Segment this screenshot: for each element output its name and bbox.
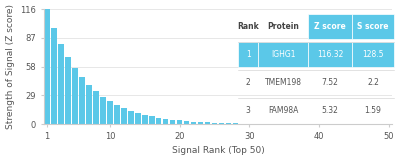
Text: Z score: Z score: [314, 22, 346, 31]
Bar: [177, 120, 182, 124]
Text: 1: 1: [246, 50, 250, 59]
Text: FAM98A: FAM98A: [268, 106, 298, 115]
Text: Protein: Protein: [267, 22, 299, 31]
Bar: [86, 85, 92, 124]
Bar: [114, 105, 120, 124]
FancyBboxPatch shape: [238, 42, 258, 67]
Bar: [128, 111, 134, 124]
Text: 2.2: 2.2: [367, 78, 379, 87]
X-axis label: Signal Rank (Top 50): Signal Rank (Top 50): [172, 147, 264, 155]
Bar: [65, 57, 71, 124]
Text: IGHG1: IGHG1: [271, 50, 296, 59]
Bar: [212, 123, 217, 124]
Bar: [163, 119, 168, 124]
Bar: [240, 123, 245, 124]
FancyBboxPatch shape: [352, 14, 394, 39]
Text: TMEM198: TMEM198: [265, 78, 302, 87]
Bar: [107, 101, 113, 124]
Bar: [58, 44, 64, 124]
Text: 7.52: 7.52: [322, 78, 338, 87]
Bar: [100, 97, 106, 124]
Bar: [44, 9, 50, 124]
Bar: [142, 115, 148, 124]
Text: Rank: Rank: [237, 22, 259, 31]
Text: 5.32: 5.32: [322, 106, 338, 115]
FancyBboxPatch shape: [352, 42, 394, 67]
Bar: [93, 91, 99, 124]
Text: 1.59: 1.59: [364, 106, 381, 115]
Text: 116.32: 116.32: [317, 50, 343, 59]
Bar: [233, 123, 238, 124]
Bar: [51, 28, 57, 124]
Bar: [198, 122, 203, 124]
Text: 128.5: 128.5: [362, 50, 384, 59]
Y-axis label: Strength of Signal (Z score): Strength of Signal (Z score): [6, 4, 14, 129]
Bar: [184, 121, 189, 124]
FancyBboxPatch shape: [258, 42, 308, 67]
FancyBboxPatch shape: [308, 14, 352, 39]
Bar: [79, 77, 85, 124]
Text: 2: 2: [246, 78, 250, 87]
Bar: [135, 113, 140, 124]
Bar: [205, 122, 210, 124]
FancyBboxPatch shape: [308, 42, 352, 67]
Bar: [170, 120, 176, 124]
Bar: [219, 123, 224, 124]
Bar: [72, 68, 78, 124]
Bar: [226, 123, 231, 124]
Text: S score: S score: [357, 22, 389, 31]
Bar: [121, 108, 127, 124]
Bar: [156, 118, 162, 124]
Text: 3: 3: [246, 106, 250, 115]
Bar: [191, 122, 196, 124]
Bar: [149, 117, 154, 124]
